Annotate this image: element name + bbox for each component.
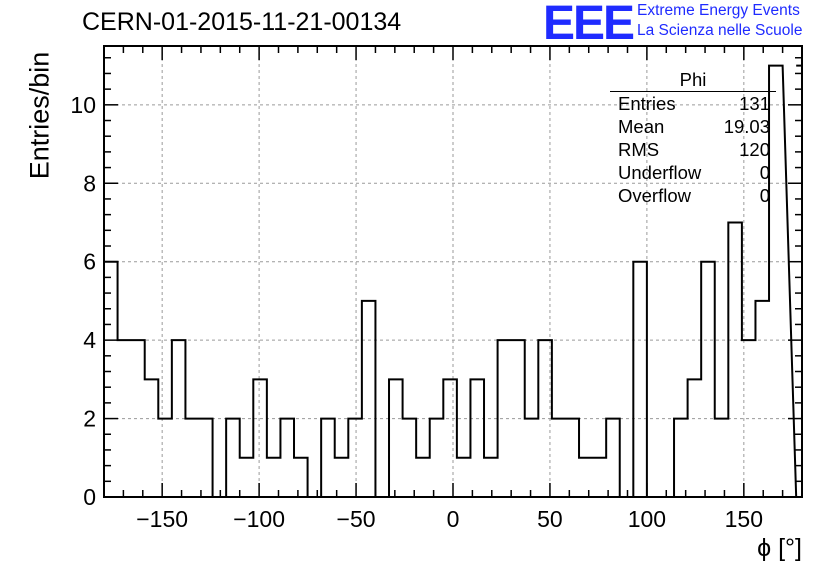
x-axis-label: ϕ [°] (757, 534, 802, 562)
stats-value: 0 (759, 162, 770, 183)
y-tick-label: 10 (70, 92, 96, 118)
y-tick-label: 4 (83, 327, 96, 353)
stats-value: 131 (739, 93, 770, 114)
stats-row: Entries 131 (610, 92, 776, 115)
logo-line-1: Extreme Energy Events (637, 2, 800, 19)
y-axis-label: Entries/bin (24, 51, 55, 180)
eee-logo: EEE (543, 0, 635, 50)
stats-label: RMS (618, 139, 660, 160)
x-tick-label: −100 (233, 506, 285, 532)
x-tick-label: 50 (537, 506, 563, 532)
x-tick-label: −50 (337, 506, 376, 532)
x-tick-label: 0 (447, 506, 460, 532)
stats-row: Mean 19.03 (610, 115, 776, 138)
x-tick-label: 100 (628, 506, 666, 532)
stats-box: Phi Entries 131 Mean 19.03 RMS 120 Under… (610, 70, 776, 207)
stats-row: RMS 120 (610, 138, 776, 161)
stats-label: Entries (618, 93, 676, 114)
logo-line-2: La Scienza nelle Scuole (637, 22, 803, 39)
stats-title: Phi (610, 70, 776, 92)
x-tick-label: 150 (725, 506, 763, 532)
y-tick-label: 2 (83, 406, 96, 432)
y-tick-label: 0 (83, 484, 96, 510)
stats-value: 0 (759, 185, 770, 206)
run-title: CERN-01-2015-11-21-00134 (82, 8, 402, 36)
stats-label: Underflow (618, 162, 702, 183)
x-tick-label: −150 (136, 506, 188, 532)
stats-value: 120 (739, 139, 770, 160)
stats-row: Underflow 0 (610, 161, 776, 184)
stats-value: 19.03 (723, 116, 770, 137)
stats-row: Overflow 0 (610, 184, 776, 207)
y-tick-label: 6 (83, 249, 96, 275)
stats-label: Mean (618, 116, 665, 137)
stats-label: Overflow (618, 185, 691, 206)
y-tick-label: 8 (83, 170, 96, 196)
